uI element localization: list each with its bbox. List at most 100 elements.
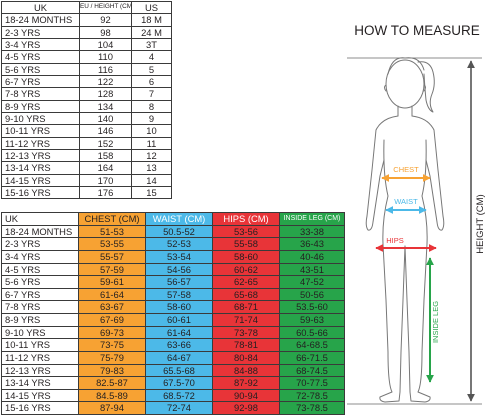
height-table-row: 13-14 YRS 164 13 <box>1 161 172 175</box>
body-table-cell-uk: 13-14 YRS <box>1 376 79 390</box>
height-table-cell-uk: 9-10 YRS <box>1 111 80 126</box>
body-table-cell-hips: 60-62 <box>212 262 280 277</box>
body-table-cell-uk: 18-24 MONTHS <box>1 224 79 239</box>
body-table-cell-hips: 73-78 <box>212 325 280 340</box>
body-table-cell-chest: 53-55 <box>78 237 146 251</box>
body-table-cell-inside-leg: 70-77.5 <box>279 376 345 390</box>
height-table-row: 6-7 YRS 122 6 <box>1 74 172 89</box>
body-table-cell-uk: 2-3 YRS <box>1 237 79 251</box>
body-table-cell-inside-leg: 59-63 <box>279 313 345 327</box>
hips-label: HIPS <box>386 236 404 245</box>
header-waist: WAIST (CM) <box>145 212 213 226</box>
body-table-cell-waist: 60-61 <box>145 313 213 327</box>
height-table-cell-eu-height: 92 <box>79 13 132 27</box>
body-table-cell-hips: 65-68 <box>212 287 280 302</box>
body-table-row: 4-5 YRS 57-59 54-56 60-62 43-51 <box>1 262 345 277</box>
height-table-cell-uk: 15-16 YRS <box>1 185 80 200</box>
chest-label: CHEST <box>393 165 419 174</box>
body-table-cell-inside-leg: 64-68.5 <box>279 338 345 352</box>
height-table-cell-eu-height: 110 <box>79 50 132 64</box>
height-table-cell-us: 4 <box>131 50 172 64</box>
height-table-cell-us: 3T <box>131 37 172 52</box>
body-table-row: 18-24 MONTHS 51-53 50.5-52 53-56 33-38 <box>1 224 345 239</box>
body-table-cell-uk: 5-6 YRS <box>1 275 79 289</box>
height-table-row: 7-8 YRS 128 7 <box>1 87 172 101</box>
height-table-row: 18-24 MONTHS 92 18 M <box>1 13 172 27</box>
body-table-row: 5-6 YRS 59-61 56-57 62-65 47-52 <box>1 275 345 289</box>
guide-title: HOW TO MEASURE <box>354 23 480 38</box>
header-inside-leg: INSIDE LEG (CM) <box>279 212 345 226</box>
height-table-row: 4-5 YRS 110 4 <box>1 50 172 64</box>
body-table-row: 11-12 YRS 75-79 64-67 80-84 66-71.5 <box>1 350 345 365</box>
height-label: HEIGHT (CM) <box>475 194 486 253</box>
height-table-row: 9-10 YRS 140 9 <box>1 111 172 126</box>
body-table-cell-chest: 59-61 <box>78 275 146 289</box>
height-size-table: UK EU / HEIGHT (CM) US 18-24 MONTHS 92 18 … <box>1 0 172 200</box>
height-table-cell-uk: 14-15 YRS <box>1 173 80 187</box>
body-table-row: 8-9 YRS 67-69 60-61 71-74 59-63 <box>1 313 345 327</box>
height-table-cell-us: 10 <box>131 124 172 138</box>
height-table-cell-us: 7 <box>131 87 172 101</box>
height-table-row: 15-16 YRS 176 15 <box>1 185 172 200</box>
height-table-cell-eu-height: 176 <box>79 185 132 200</box>
body-table-cell-uk: 14-15 YRS <box>1 388 79 403</box>
height-table-cell-us: 12 <box>131 148 172 163</box>
body-table-cell-inside-leg: 43-51 <box>279 262 345 277</box>
body-table-row: 13-14 YRS 82.5-87 67.5-70 87-92 70-77.5 <box>1 376 345 390</box>
body-table-cell-inside-leg: 73-78.5 <box>279 401 345 415</box>
height-table-cell-uk: 3-4 YRS <box>1 37 80 52</box>
body-table-cell-inside-leg: 60.5-66 <box>279 325 345 340</box>
body-table-cell-hips: 78-81 <box>212 338 280 352</box>
height-table-cell-us: 8 <box>131 99 172 113</box>
height-table-cell-us: 9 <box>131 111 172 126</box>
body-table-cell-chest: 61-64 <box>78 287 146 302</box>
height-table-cell-eu-height: 146 <box>79 124 132 138</box>
body-table-cell-chest: 63-67 <box>78 300 146 314</box>
height-table-cell-eu-height: 128 <box>79 87 132 101</box>
height-table-cell-us: 15 <box>131 185 172 200</box>
body-table-cell-inside-leg: 33-38 <box>279 224 345 239</box>
height-table-cell-eu-height: 98 <box>79 25 132 39</box>
height-table-row: 2-3 YRS 98 24 M <box>1 25 172 39</box>
height-table-cell-eu-height: 158 <box>79 148 132 163</box>
body-table-cell-hips: 68-71 <box>212 300 280 314</box>
body-table-row: 14-15 YRS 84.5-89 68.5-72 90-94 72-78.5 <box>1 388 345 403</box>
body-table-header-row: UK CHEST (CM) WAIST (CM) HIPS (CM) INSID… <box>1 212 345 226</box>
height-table-row: 3-4 YRS 104 3T <box>1 37 172 52</box>
body-table-cell-waist: 72-74 <box>145 401 213 415</box>
height-table-cell-eu-height: 104 <box>79 37 132 52</box>
body-table-cell-chest: 75-79 <box>78 350 146 365</box>
height-table-cell-uk: 8-9 YRS <box>1 99 80 113</box>
header-hips: HIPS (CM) <box>212 212 280 226</box>
body-table-cell-uk: 15-16 YRS <box>1 401 79 415</box>
height-table-row: 8-9 YRS 134 8 <box>1 99 172 113</box>
height-table-cell-eu-height: 164 <box>79 161 132 175</box>
body-table-cell-hips: 62-65 <box>212 275 280 289</box>
height-table-cell-us: 5 <box>131 62 172 76</box>
height-table-header-row: UK EU / HEIGHT (CM) US <box>1 0 172 15</box>
body-table-cell-uk: 12-13 YRS <box>1 363 79 378</box>
body-table-cell-chest: 79-83 <box>78 363 146 378</box>
body-table-cell-hips: 55-58 <box>212 237 280 251</box>
header-uk: UK <box>1 0 80 15</box>
body-table-cell-uk: 6-7 YRS <box>1 287 79 302</box>
body-table-cell-inside-leg: 36-43 <box>279 237 345 251</box>
body-table-cell-waist: 54-56 <box>145 262 213 277</box>
height-table-cell-eu-height: 140 <box>79 111 132 126</box>
body-table-cell-waist: 58-60 <box>145 300 213 314</box>
height-table-cell-uk: 7-8 YRS <box>1 87 80 101</box>
body-table-cell-hips: 53-56 <box>212 224 280 239</box>
height-table-cell-uk: 11-12 YRS <box>1 136 80 150</box>
body-table-cell-waist: 64-67 <box>145 350 213 365</box>
body-table-cell-hips: 71-74 <box>212 313 280 327</box>
body-table-cell-inside-leg: 53.5-60 <box>279 300 345 314</box>
child-figure <box>365 57 445 403</box>
body-table-cell-waist: 50.5-52 <box>145 224 213 239</box>
height-table-cell-uk: 6-7 YRS <box>1 74 80 89</box>
body-table-cell-uk: 7-8 YRS <box>1 300 79 314</box>
body-table-cell-waist: 63-66 <box>145 338 213 352</box>
height-table-cell-uk: 10-11 YRS <box>1 124 80 138</box>
body-table-row: 9-10 YRS 69-73 61-64 73-78 60.5-66 <box>1 325 345 340</box>
body-table-cell-waist: 56-57 <box>145 275 213 289</box>
height-table-cell-uk: 4-5 YRS <box>1 50 80 64</box>
